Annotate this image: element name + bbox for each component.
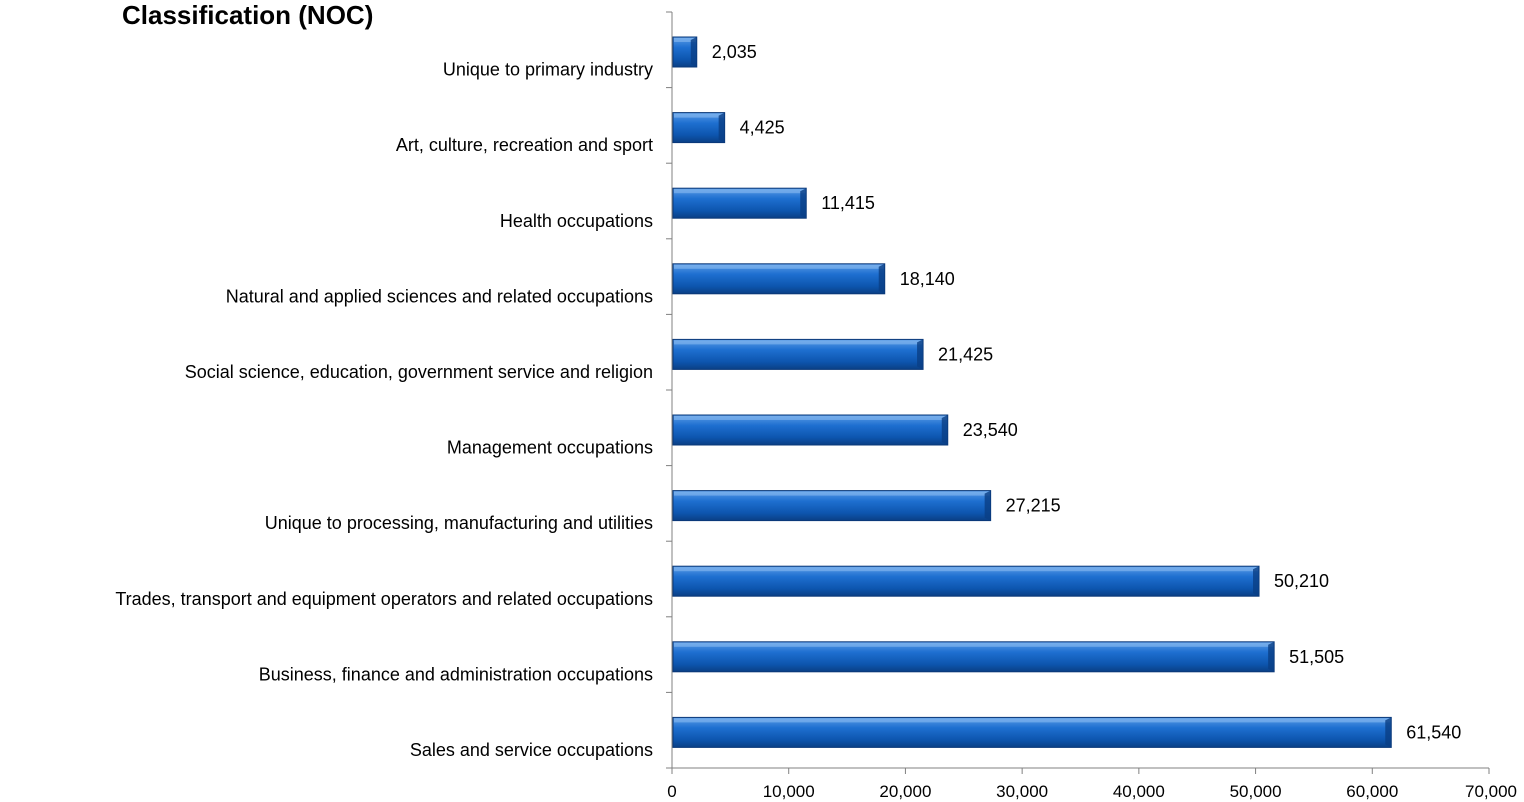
- bar-highlight: [674, 113, 724, 118]
- bar-highlight: [674, 340, 923, 345]
- bar-highlight: [674, 189, 806, 194]
- x-tick-label: 30,000: [996, 782, 1048, 801]
- x-tick-label: 10,000: [763, 782, 815, 801]
- data-label: 61,540: [1406, 722, 1461, 742]
- category-label: Unique to processing, manufacturing and …: [265, 513, 653, 533]
- axes-layer: Unique to primary industry Art, culture, …: [115, 11, 1517, 801]
- x-tick-label: 60,000: [1346, 782, 1398, 801]
- bar-highlight: [674, 38, 696, 42]
- data-label: 18,140: [900, 269, 955, 289]
- bar-bevel: [1385, 717, 1392, 748]
- bar-bevel: [984, 490, 991, 521]
- bars-layer: 2,035 4,425 11,415 18,140 21,425 23,540 27,215…: [672, 36, 1461, 748]
- x-tick-label: 40,000: [1113, 782, 1165, 801]
- category-label: Sales and service occupations: [410, 740, 653, 760]
- bar-highlight: [674, 264, 884, 269]
- bar-bevel: [690, 37, 697, 67]
- bar-group: 2,035: [672, 36, 757, 68]
- data-label: 4,425: [740, 118, 785, 138]
- data-label: 23,540: [963, 420, 1018, 440]
- bar-highlight: [674, 491, 990, 496]
- bar-group: 21,425: [672, 338, 993, 370]
- bar-bevel: [917, 339, 924, 370]
- bar-highlight: [674, 642, 1274, 647]
- bar-bevel: [718, 112, 725, 143]
- x-tick-label: 70,000: [1465, 782, 1517, 801]
- bar-group: 50,210: [672, 565, 1329, 597]
- category-label: Natural and applied sciences and related…: [226, 286, 653, 306]
- category-label: Trades, transport and equipment operator…: [115, 589, 653, 609]
- category-label: Unique to primary industry: [443, 60, 653, 80]
- bar-highlight: [674, 567, 1259, 572]
- bar-group: 23,540: [672, 414, 1018, 446]
- data-label: 27,215: [1006, 496, 1061, 516]
- data-label: 21,425: [938, 344, 993, 364]
- data-label: 11,415: [821, 193, 875, 213]
- bar-group: 4,425: [672, 112, 785, 144]
- category-label: Health occupations: [500, 211, 653, 231]
- category-label: Business, finance and administration occ…: [259, 664, 653, 684]
- x-tick-label: 50,000: [1230, 782, 1282, 801]
- data-label: 50,210: [1274, 571, 1329, 591]
- bar-bevel: [941, 415, 948, 445]
- bar-bevel: [1268, 641, 1275, 672]
- category-label: Social science, education, government se…: [185, 362, 653, 382]
- bar-bevel: [1253, 566, 1260, 597]
- x-tick-label: 0: [667, 782, 676, 801]
- bar-group: 11,415: [672, 187, 875, 219]
- category-label: Management occupations: [447, 438, 653, 458]
- bar-highlight: [674, 718, 1391, 723]
- bar-group: 27,215: [672, 490, 1061, 522]
- data-label: 2,035: [712, 42, 757, 62]
- x-tick-label: 20,000: [879, 782, 931, 801]
- bar-group: 51,505: [672, 641, 1344, 673]
- bar-highlight: [674, 416, 947, 420]
- bar-bevel: [878, 263, 885, 294]
- bar-group: 18,140: [672, 263, 955, 295]
- bar-bevel: [800, 188, 807, 219]
- data-label: 51,505: [1289, 647, 1344, 667]
- category-label: Art, culture, recreation and sport: [396, 135, 653, 155]
- bar-group: 61,540: [672, 716, 1461, 748]
- chart-title: Classification (NOC): [122, 0, 373, 30]
